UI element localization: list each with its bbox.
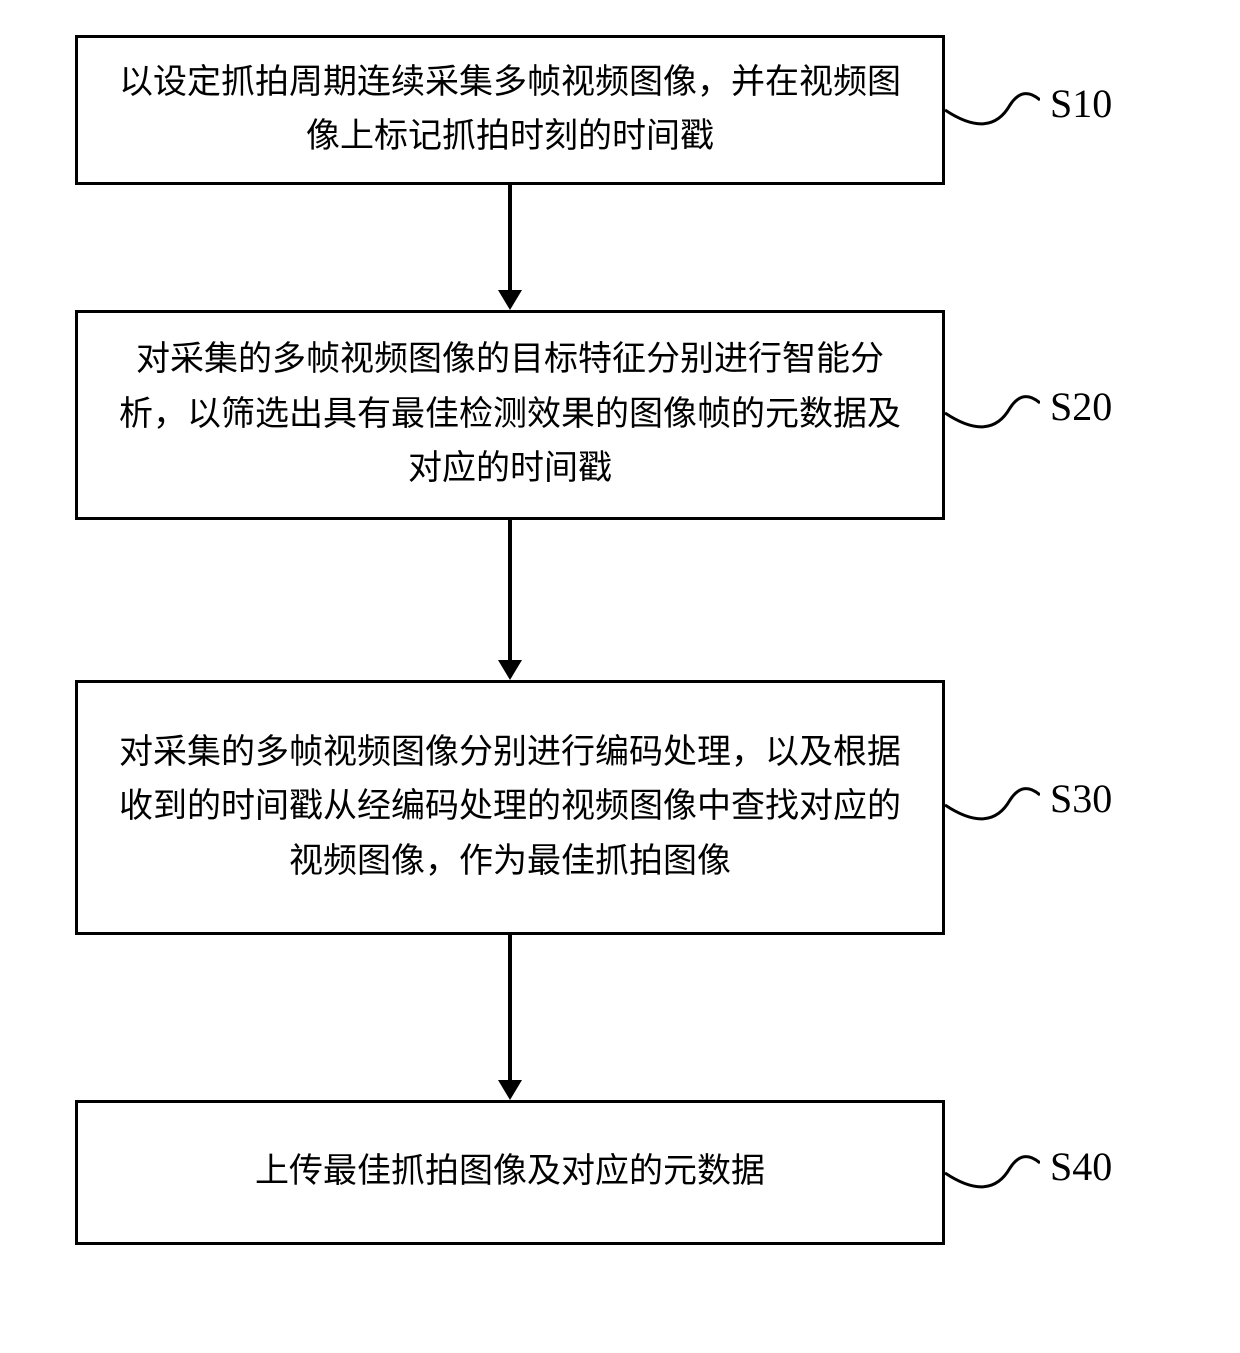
step-label-s10: S10 [1050,80,1112,127]
curve-s10 [945,75,1040,135]
step-box-s30: 对采集的多帧视频图像分别进行编码处理，以及根据收到的时间戳从经编码处理的视频图像… [75,680,945,935]
step-label-s40: S40 [1050,1143,1112,1190]
curve-s40 [945,1138,1040,1198]
connector-s30-s40 [508,935,512,1082]
arrow-s20-s30 [498,660,522,680]
connector-s10-s20 [508,185,512,292]
flowchart-container: 以设定抓拍周期连续采集多帧视频图像，并在视频图像上标记抓拍时刻的时间戳 S10 … [0,0,1240,1353]
connector-s20-s30 [508,520,512,662]
step-label-s30: S30 [1050,775,1112,822]
step-text-s30: 对采集的多帧视频图像分别进行编码处理，以及根据收到的时间戳从经编码处理的视频图像… [108,726,912,889]
curve-s20 [945,378,1040,438]
step-text-s20: 对采集的多帧视频图像的目标特征分别进行智能分析，以筛选出具有最佳检测效果的图像帧… [108,333,912,496]
step-box-s40: 上传最佳抓拍图像及对应的元数据 [75,1100,945,1245]
curve-s30 [945,770,1040,830]
step-box-s20: 对采集的多帧视频图像的目标特征分别进行智能分析，以筛选出具有最佳检测效果的图像帧… [75,310,945,520]
arrow-s30-s40 [498,1080,522,1100]
step-box-s10: 以设定抓拍周期连续采集多帧视频图像，并在视频图像上标记抓拍时刻的时间戳 [75,35,945,185]
arrow-s10-s20 [498,290,522,310]
step-text-s10: 以设定抓拍周期连续采集多帧视频图像，并在视频图像上标记抓拍时刻的时间戳 [108,56,912,165]
step-text-s40: 上传最佳抓拍图像及对应的元数据 [255,1145,765,1199]
step-label-s20: S20 [1050,383,1112,430]
